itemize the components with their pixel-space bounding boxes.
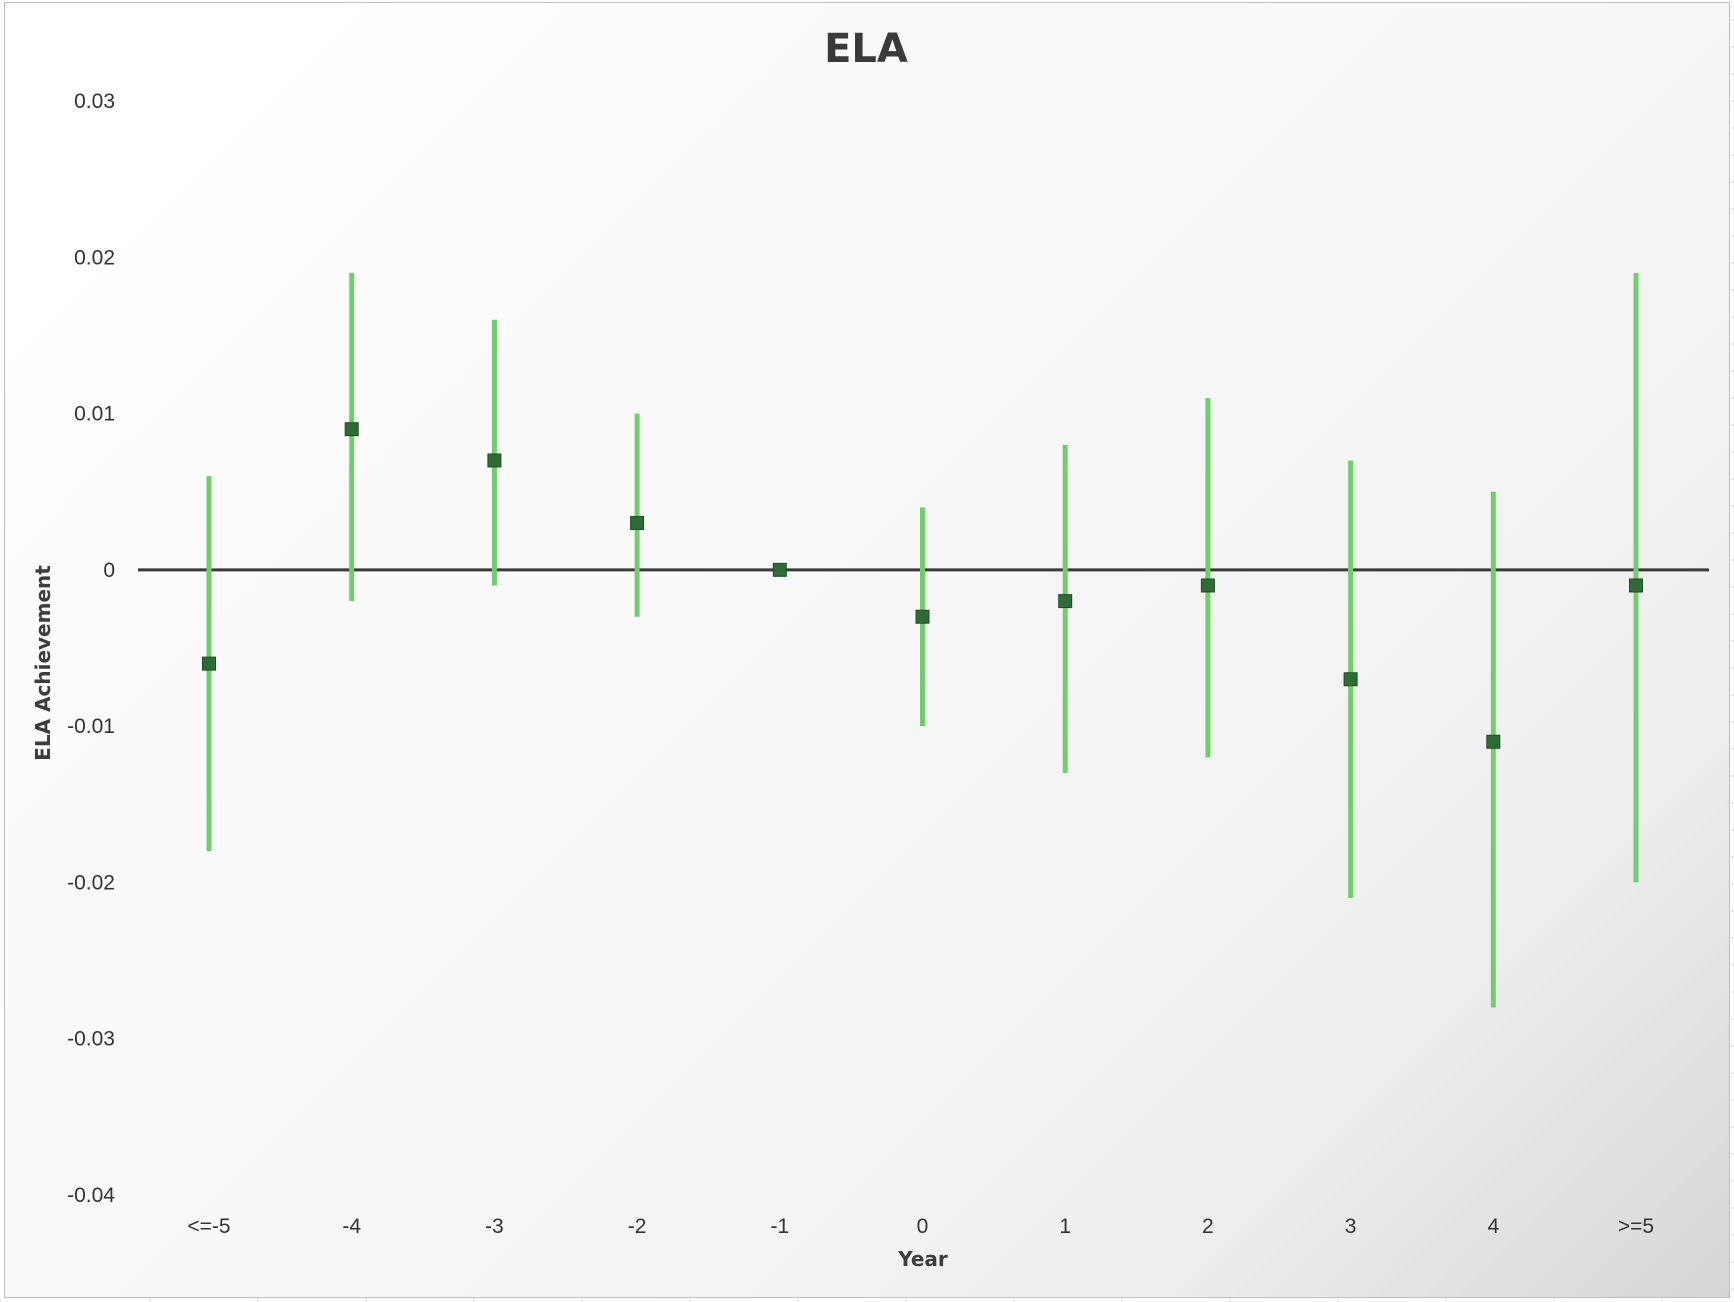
data-point — [1629, 578, 1643, 593]
y-tick-label: 0 — [103, 559, 115, 582]
y-tick-label: 0.01 — [74, 403, 115, 426]
data-point — [915, 609, 930, 624]
x-tick-label: 3 — [1345, 1215, 1357, 1238]
data-point — [1343, 672, 1358, 687]
data-point — [1058, 594, 1073, 609]
x-tick-label: -1 — [770, 1215, 789, 1238]
x-tick-label: 0 — [917, 1215, 929, 1238]
data-point — [202, 656, 216, 671]
data-point — [344, 422, 359, 437]
x-tick-label: >=5 — [1618, 1215, 1654, 1238]
data-point — [772, 562, 787, 577]
chart-title: ELA — [824, 26, 908, 72]
x-tick-label: 1 — [1059, 1215, 1071, 1238]
x-tick-label: 2 — [1202, 1215, 1214, 1238]
y-tick-label: -0.02 — [67, 871, 115, 894]
x-tick-label: -3 — [485, 1215, 504, 1238]
y-tick-label: -0.01 — [67, 715, 115, 738]
error-bars — [206, 272, 1639, 1008]
x-tick-label: -2 — [628, 1215, 647, 1238]
y-tick-label: 0.03 — [74, 90, 115, 113]
y-tick-label: 0.02 — [74, 246, 115, 269]
data-point — [1486, 734, 1501, 749]
y-tick-label: -0.04 — [67, 1184, 115, 1207]
data-point — [1200, 578, 1215, 593]
y-axis-tick-labels: 0.03 0.02 0.01 0 -0.01 -0.02 -0.03 -0.04 — [67, 90, 115, 1207]
y-tick-label: -0.03 — [67, 1028, 115, 1051]
x-tick-label: -4 — [342, 1215, 361, 1238]
x-axis-title: Year — [897, 1247, 948, 1271]
data-point — [487, 453, 502, 468]
y-axis-title: ELA Achievement — [31, 565, 55, 761]
data-point — [630, 515, 645, 530]
x-axis-tick-labels: <=-5 -4 -3 -2 -1 0 1 2 3 4 >=5 — [187, 1215, 1654, 1238]
chart-area — [4, 2, 1730, 1298]
x-tick-label: <=-5 — [187, 1215, 230, 1238]
data-markers — [202, 422, 1643, 749]
x-tick-label: 4 — [1487, 1215, 1499, 1238]
